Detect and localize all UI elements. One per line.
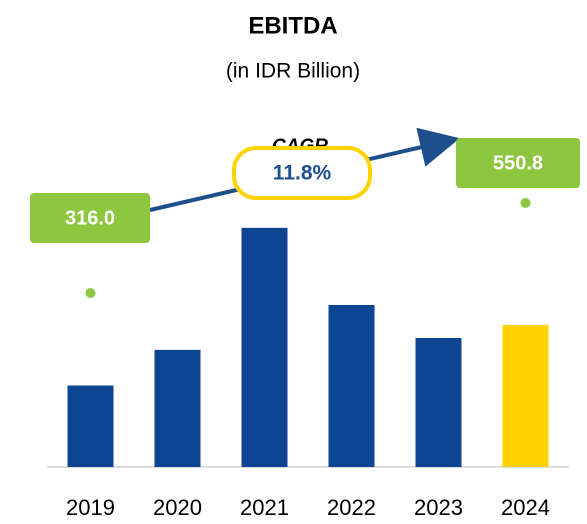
x-tick-label: 2020 (153, 495, 202, 520)
x-tick-label: 2019 (66, 495, 115, 520)
x-tick-label: 2024 (501, 495, 550, 520)
x-tick-label: 2023 (414, 495, 463, 520)
x-tick-label: 2022 (327, 495, 376, 520)
marker-dot (85, 288, 96, 298)
chart-title: EBITDA (248, 12, 337, 39)
bar (241, 227, 288, 467)
bar (415, 338, 462, 467)
bar (502, 324, 549, 467)
bar (328, 304, 375, 467)
bar (154, 349, 201, 467)
cagr-value: 11.8% (273, 162, 332, 185)
value-label: 550.8 (493, 152, 543, 174)
value-label: 316.0 (65, 207, 115, 229)
value-callout (456, 138, 580, 188)
chart-subtitle: (in IDR Billion) (226, 60, 360, 83)
cagr-pill (232, 146, 372, 200)
marker-dot (520, 198, 531, 208)
value-callout (30, 193, 150, 243)
bar (67, 385, 114, 467)
x-tick-label: 2021 (240, 495, 289, 520)
